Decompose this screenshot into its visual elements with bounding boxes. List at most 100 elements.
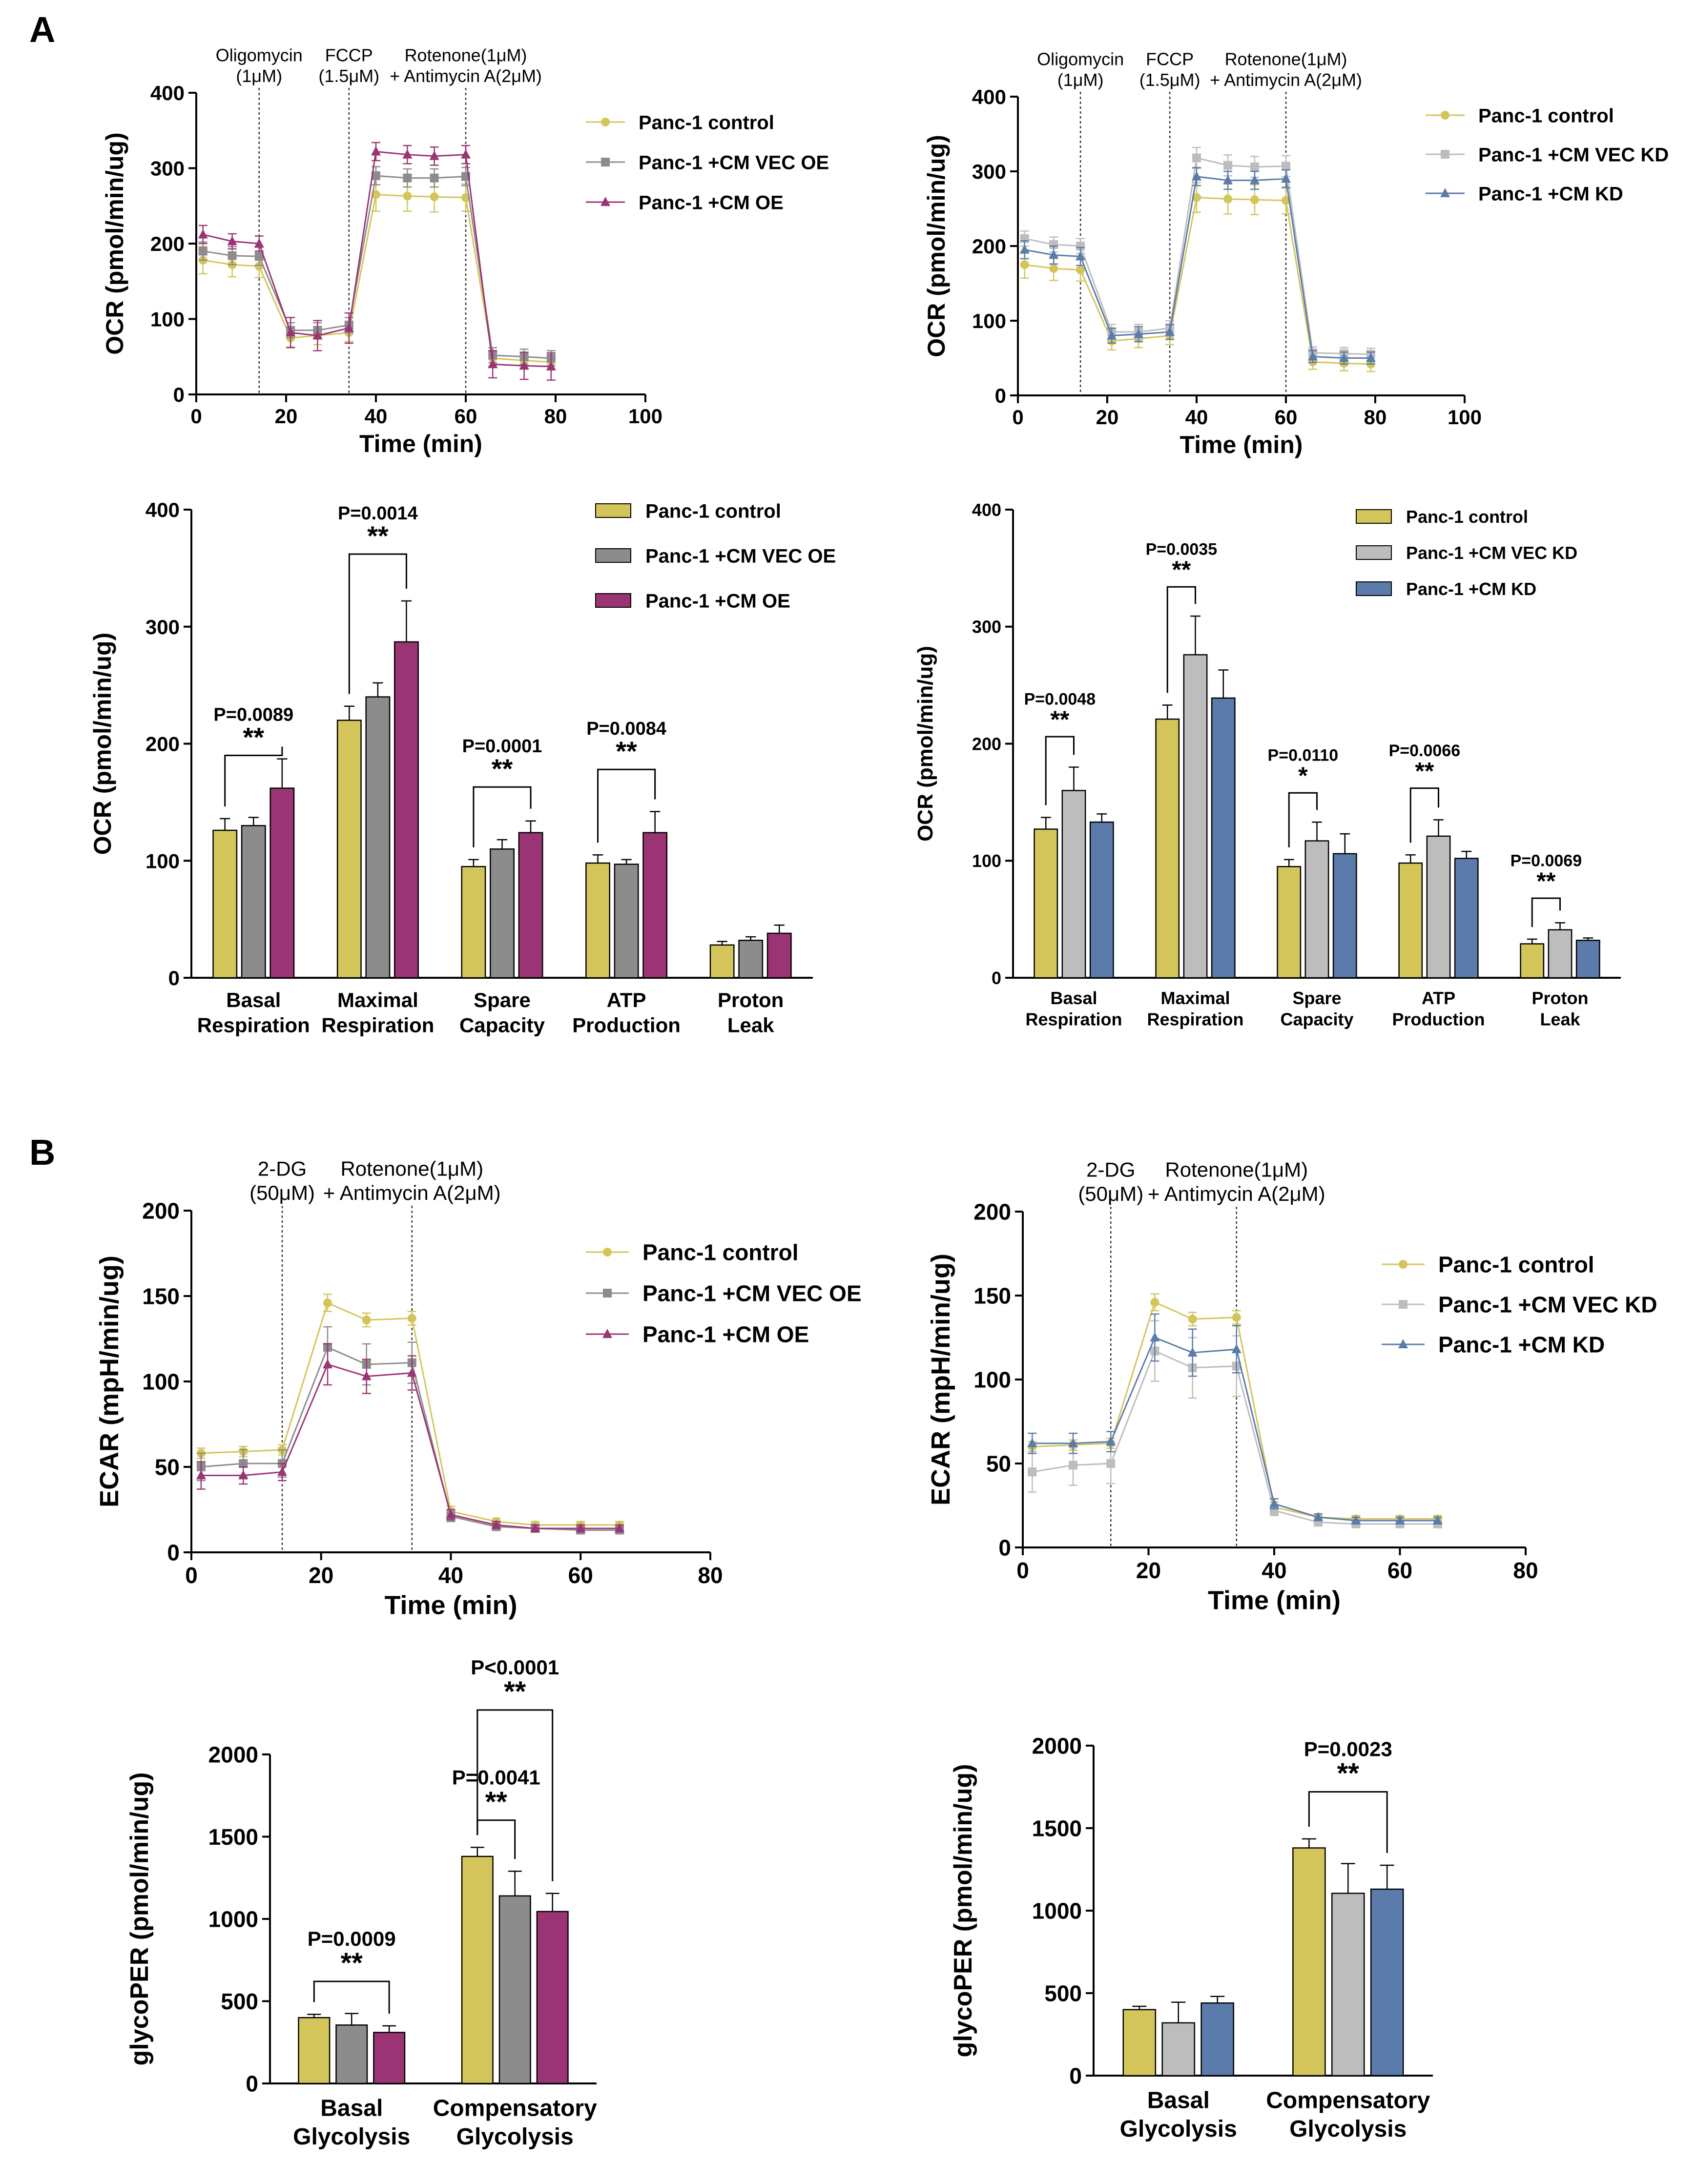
chart-glyco_bar_oe: 0 500 1000 1500 2000 glycoPER (pmol/min/ug) Ba… — [125, 1656, 597, 2150]
injection-label: Oligomycin — [1037, 49, 1124, 69]
x-tick-label: 100 — [628, 405, 662, 428]
y-tick-label: 100 — [972, 309, 1006, 332]
bar — [1520, 943, 1545, 979]
series-line — [1032, 1301, 1438, 1520]
category-label: Respiration — [321, 1013, 434, 1036]
injection-label: Oligomycin — [216, 45, 303, 65]
data-point — [372, 171, 380, 180]
injection-label: + Antimycin A(2μM) — [390, 66, 542, 86]
y-tick-label: 100 — [142, 1369, 180, 1395]
bar — [1200, 2002, 1234, 2077]
category-label: Proton — [1532, 988, 1589, 1008]
p-value-label: P=0.0001 — [462, 736, 542, 757]
injection-label: FCCP — [325, 45, 373, 65]
bar — [298, 2017, 331, 2084]
data-point — [1339, 352, 1349, 362]
injection-label: (1μM) — [1057, 70, 1104, 90]
bar — [461, 1855, 494, 2084]
data-point — [1019, 244, 1030, 254]
y-tick-label: 200 — [972, 734, 1001, 754]
data-point — [372, 190, 380, 199]
legend-swatch — [595, 593, 631, 608]
injection-label: Rotenone(1μM) — [340, 1157, 483, 1180]
category-label: Basal — [1050, 988, 1097, 1008]
bar — [766, 932, 792, 979]
data-point — [344, 323, 354, 332]
data-point — [1398, 1339, 1408, 1348]
series-line — [201, 1301, 620, 1526]
p-value-label: P=0.0023 — [1304, 1738, 1392, 1761]
bar — [365, 696, 391, 979]
data-point — [1269, 1498, 1279, 1508]
data-point — [603, 1248, 612, 1257]
bar — [1292, 1847, 1326, 2077]
data-point — [196, 1470, 206, 1480]
bar — [1332, 853, 1357, 979]
significance-bracket — [597, 768, 656, 843]
p-value-label: P=0.0014 — [338, 503, 418, 524]
x-tick-label: 20 — [1096, 406, 1119, 429]
category-label: Leak — [727, 1013, 774, 1036]
data-point — [254, 262, 264, 271]
data-point — [1399, 1300, 1407, 1309]
data-point — [1313, 1512, 1324, 1522]
y-tick-label: 400 — [972, 85, 1006, 108]
chart-ocr_time_kd: 0 20 40 60 80 100 Time (min) 0 100 200 300 400 OCR (… — [923, 49, 1669, 458]
bar — [461, 865, 486, 979]
data-point — [601, 118, 610, 126]
y-axis-title: glycoPER (pmol/min/ug) — [949, 1764, 977, 2058]
legend-swatch — [1356, 545, 1392, 560]
bar — [1122, 2009, 1157, 2077]
category-label: ATP — [607, 989, 646, 1011]
y-tick-label: 0 — [995, 384, 1006, 407]
significance-bracket — [1045, 736, 1075, 805]
y-tick-label: 150 — [973, 1283, 1011, 1309]
data-point — [1250, 162, 1259, 171]
y-tick-label: 1000 — [1032, 1898, 1082, 1924]
y-axis-title: ECAR (mpH/min/ug) — [926, 1254, 955, 1505]
significance-stars: ** — [616, 736, 637, 766]
data-point — [1020, 260, 1029, 269]
significance-bracket — [313, 1980, 390, 2014]
p-value-label: P<0.0001 — [471, 1656, 559, 1679]
y-tick-label: 300 — [150, 157, 185, 180]
bar — [1454, 858, 1479, 979]
y-tick-label: 200 — [142, 1198, 180, 1224]
injection-label: (50μM) — [1078, 1182, 1143, 1205]
injection-label: 2-DG — [258, 1157, 307, 1180]
data-point — [430, 173, 439, 183]
legend-label: Panc-1 +CM VEC OE — [639, 152, 829, 173]
bar — [1183, 654, 1208, 979]
injection-label: (50μM) — [249, 1181, 315, 1204]
data-point — [403, 191, 412, 201]
data-point — [1307, 351, 1318, 361]
p-value-label: P=0.0066 — [1389, 742, 1461, 760]
data-point — [461, 149, 471, 159]
significance-stars: ** — [243, 721, 265, 752]
bar — [1304, 840, 1329, 979]
bar — [373, 2032, 406, 2084]
data-point — [1192, 153, 1201, 163]
bar — [1426, 835, 1451, 979]
data-point — [1106, 1459, 1116, 1468]
bar — [518, 832, 543, 979]
y-tick-label: 500 — [1044, 1981, 1082, 2006]
y-tick-label: 200 — [972, 235, 1006, 258]
x-tick-label: 60 — [1275, 406, 1298, 429]
bar — [536, 1911, 569, 2084]
significance-bracket — [476, 1819, 516, 1859]
p-value-label: P=0.0084 — [586, 719, 666, 739]
data-point — [1441, 150, 1449, 159]
y-tick-label: 0 — [1069, 2063, 1082, 2089]
category-label: Glycolysis — [1289, 2116, 1407, 2142]
significance-bracket — [1166, 586, 1196, 693]
category-label: Glycolysis — [293, 2124, 410, 2150]
legend-label: Panc-1 +CM OE — [642, 1322, 809, 1347]
bar — [241, 825, 266, 979]
injection-label: FCCP — [1146, 49, 1194, 69]
y-tick-label: 400 — [150, 82, 185, 104]
x-tick-label: 0 — [1016, 1558, 1029, 1583]
bar — [394, 641, 419, 979]
